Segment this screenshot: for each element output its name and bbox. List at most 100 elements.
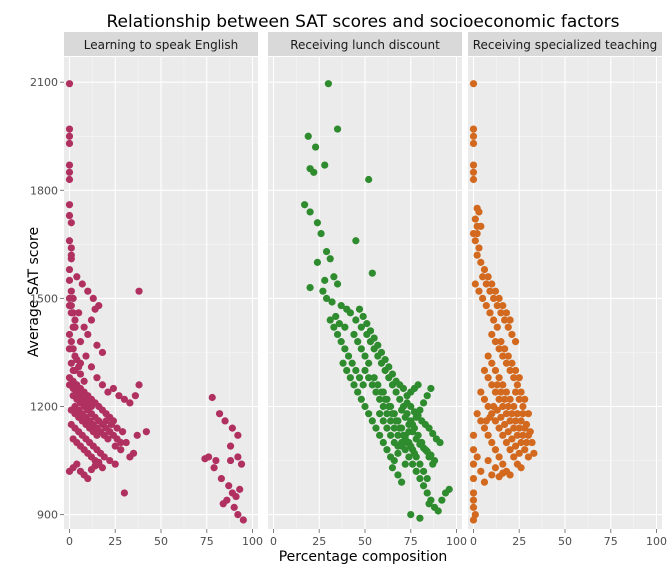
data-point bbox=[508, 435, 516, 443]
x-tick-label: 25 bbox=[512, 535, 526, 548]
data-point bbox=[65, 330, 74, 339]
data-point bbox=[394, 471, 402, 479]
data-point bbox=[104, 388, 112, 396]
data-point bbox=[469, 175, 478, 184]
data-point bbox=[497, 413, 505, 421]
data-point bbox=[493, 323, 501, 331]
data-point bbox=[341, 323, 349, 331]
data-point bbox=[95, 302, 103, 310]
data-point bbox=[129, 449, 138, 457]
data-point bbox=[111, 442, 119, 450]
data-point bbox=[133, 431, 141, 439]
data-point bbox=[477, 258, 485, 266]
data-point bbox=[111, 460, 119, 468]
data-point bbox=[317, 229, 325, 238]
data-point bbox=[365, 175, 373, 184]
data-point bbox=[210, 464, 218, 472]
data-point bbox=[469, 460, 478, 468]
x-tick-label: 25 bbox=[312, 535, 326, 548]
data-point bbox=[65, 265, 74, 274]
data-point bbox=[497, 309, 505, 317]
data-point bbox=[491, 366, 500, 375]
data-point bbox=[65, 139, 74, 148]
data-point bbox=[394, 442, 402, 450]
data-point bbox=[67, 302, 75, 310]
data-point bbox=[524, 453, 532, 461]
data-point bbox=[488, 330, 496, 339]
data-point bbox=[87, 316, 96, 324]
data-point bbox=[502, 438, 511, 447]
data-point bbox=[219, 500, 227, 508]
data-point bbox=[365, 410, 373, 418]
data-point bbox=[403, 392, 411, 400]
data-point bbox=[352, 237, 360, 245]
data-point bbox=[388, 370, 397, 378]
data-point bbox=[65, 374, 74, 382]
data-point bbox=[376, 431, 384, 439]
data-point bbox=[239, 516, 247, 524]
data-point bbox=[339, 359, 347, 367]
data-point bbox=[346, 309, 354, 317]
data-point bbox=[502, 388, 511, 396]
data-point bbox=[504, 402, 512, 411]
data-point bbox=[396, 424, 404, 432]
x-tick-label: 50 bbox=[154, 535, 168, 548]
data-point bbox=[107, 420, 116, 429]
y-axis-ticks: 900 1200 1500 1800 2100 bbox=[30, 76, 64, 522]
data-point bbox=[98, 464, 107, 472]
data-point bbox=[65, 161, 74, 169]
data-point bbox=[355, 305, 364, 313]
x-tick-label: 100 bbox=[446, 535, 467, 548]
data-point bbox=[515, 424, 523, 432]
data-point bbox=[515, 395, 523, 403]
data-point bbox=[469, 496, 478, 504]
data-point bbox=[469, 431, 478, 439]
x-tick-label: 100 bbox=[242, 535, 263, 548]
data-point bbox=[359, 312, 367, 321]
data-point bbox=[236, 485, 244, 493]
data-point bbox=[65, 276, 74, 284]
data-point bbox=[228, 424, 236, 432]
data-point bbox=[438, 496, 446, 504]
data-point bbox=[436, 438, 444, 447]
facet-panel: Receiving specialized teaching 0 25 50 75 100 bbox=[468, 32, 667, 548]
data-point bbox=[471, 215, 479, 223]
data-point bbox=[122, 438, 130, 447]
data-point bbox=[491, 287, 500, 295]
data-point bbox=[510, 424, 518, 432]
data-point bbox=[407, 442, 415, 450]
data-point bbox=[65, 345, 74, 353]
data-point bbox=[398, 478, 406, 486]
data-point bbox=[473, 410, 481, 418]
data-point bbox=[376, 395, 384, 403]
data-point bbox=[493, 302, 501, 310]
data-point bbox=[352, 366, 360, 375]
data-point bbox=[306, 208, 314, 216]
data-point bbox=[383, 446, 391, 454]
x-tick-label: 0 bbox=[66, 535, 73, 548]
data-point bbox=[511, 442, 520, 450]
data-point bbox=[113, 424, 121, 432]
data-point bbox=[350, 381, 358, 389]
data-point bbox=[379, 417, 387, 425]
data-point bbox=[80, 323, 88, 331]
data-point bbox=[234, 431, 242, 439]
data-point bbox=[423, 489, 431, 497]
data-point bbox=[482, 280, 490, 288]
data-point bbox=[473, 229, 481, 238]
data-point bbox=[506, 316, 514, 324]
data-point bbox=[416, 460, 424, 468]
data-point bbox=[482, 417, 490, 425]
data-point bbox=[519, 410, 527, 418]
data-point bbox=[499, 469, 507, 477]
data-point bbox=[475, 244, 483, 252]
data-point bbox=[429, 429, 437, 438]
data-point bbox=[377, 348, 386, 357]
data-point bbox=[377, 388, 386, 396]
data-point bbox=[469, 474, 478, 483]
data-point bbox=[490, 316, 498, 324]
data-point bbox=[95, 458, 103, 466]
data-point bbox=[93, 341, 101, 349]
data-point bbox=[480, 478, 489, 486]
